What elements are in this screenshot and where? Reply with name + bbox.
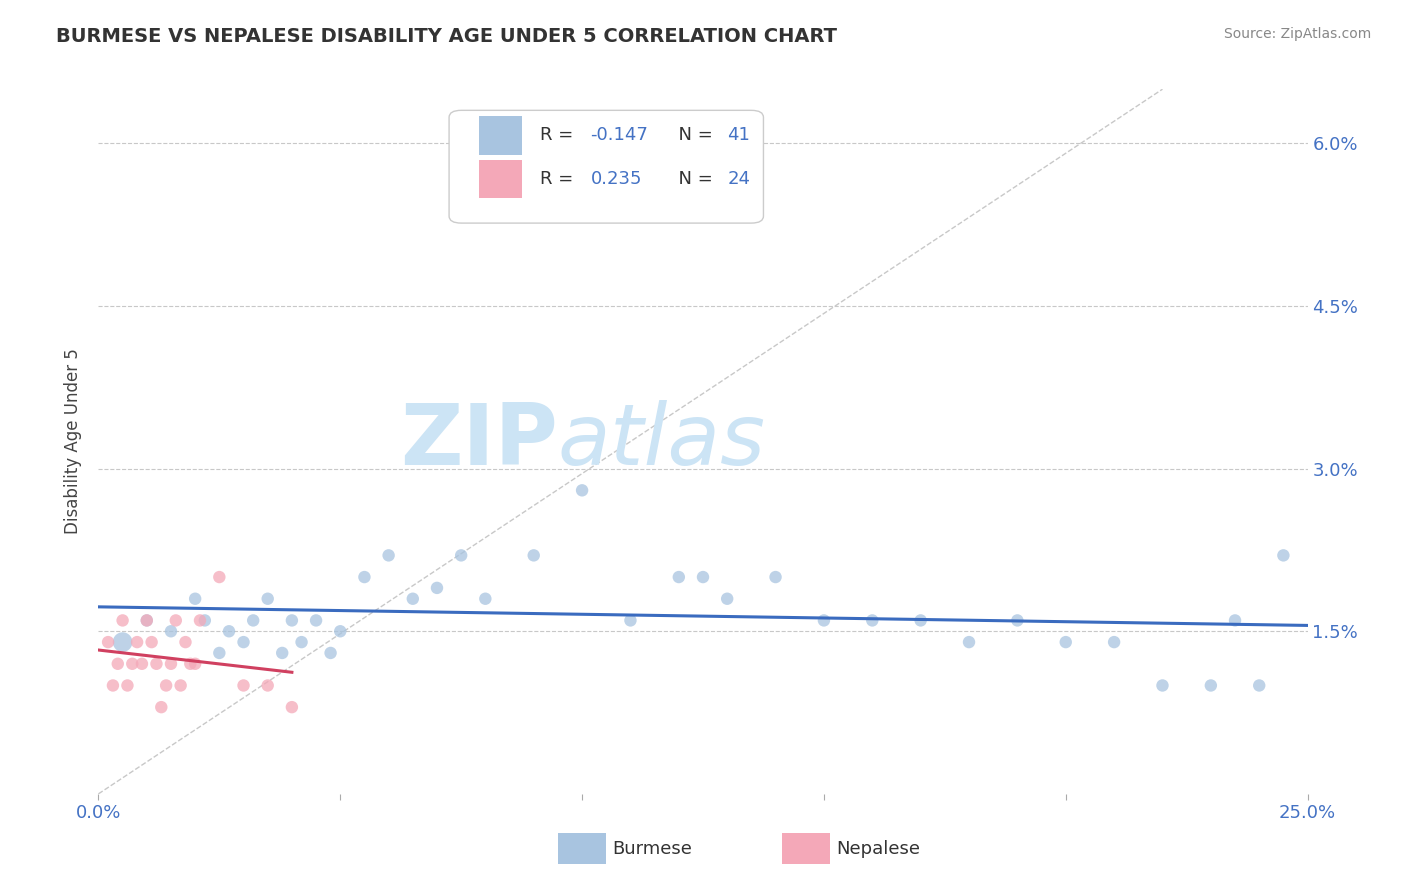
Text: R =: R = bbox=[540, 127, 579, 145]
FancyBboxPatch shape bbox=[479, 116, 522, 155]
Point bbox=[188, 614, 211, 628]
Point bbox=[165, 614, 187, 628]
FancyBboxPatch shape bbox=[449, 111, 763, 223]
Point bbox=[121, 657, 143, 671]
Point bbox=[160, 657, 183, 671]
Point bbox=[184, 591, 207, 606]
Point bbox=[1249, 678, 1271, 692]
Text: 24: 24 bbox=[727, 169, 751, 188]
Text: 0.235: 0.235 bbox=[591, 169, 643, 188]
Point bbox=[353, 570, 375, 584]
Text: Nepalese: Nepalese bbox=[837, 840, 920, 858]
Point bbox=[208, 570, 231, 584]
Point bbox=[179, 657, 201, 671]
Point bbox=[145, 657, 167, 671]
Point bbox=[208, 646, 231, 660]
Point bbox=[571, 483, 593, 498]
Point bbox=[377, 549, 399, 563]
Text: ZIP: ZIP bbox=[401, 400, 558, 483]
Point bbox=[256, 678, 278, 692]
Point bbox=[271, 646, 294, 660]
FancyBboxPatch shape bbox=[479, 160, 522, 198]
Point bbox=[1272, 549, 1295, 563]
Point bbox=[281, 614, 304, 628]
Point bbox=[281, 700, 304, 714]
Point bbox=[256, 591, 278, 606]
Point bbox=[111, 635, 134, 649]
FancyBboxPatch shape bbox=[782, 832, 830, 864]
FancyBboxPatch shape bbox=[558, 832, 606, 864]
Point bbox=[101, 678, 124, 692]
Point bbox=[117, 678, 139, 692]
Point bbox=[329, 624, 352, 639]
Point bbox=[860, 614, 883, 628]
Point bbox=[1199, 678, 1222, 692]
Point bbox=[127, 635, 149, 649]
Point bbox=[131, 657, 153, 671]
Point bbox=[141, 635, 163, 649]
Point bbox=[668, 570, 690, 584]
Point bbox=[150, 700, 173, 714]
Point bbox=[194, 614, 217, 628]
Point bbox=[242, 614, 264, 628]
Point bbox=[218, 624, 240, 639]
Point bbox=[1223, 614, 1246, 628]
Point bbox=[97, 635, 120, 649]
Point bbox=[426, 581, 449, 595]
Text: Source: ZipAtlas.com: Source: ZipAtlas.com bbox=[1223, 27, 1371, 41]
Text: 41: 41 bbox=[727, 127, 749, 145]
Text: atlas: atlas bbox=[558, 400, 766, 483]
Point bbox=[174, 635, 197, 649]
Point bbox=[155, 678, 177, 692]
Point bbox=[107, 657, 129, 671]
Point bbox=[135, 614, 157, 628]
Point bbox=[135, 614, 157, 628]
Point bbox=[232, 635, 254, 649]
Point bbox=[169, 678, 191, 692]
Text: Burmese: Burmese bbox=[613, 840, 692, 858]
Point bbox=[111, 614, 134, 628]
Y-axis label: Disability Age Under 5: Disability Age Under 5 bbox=[65, 349, 83, 534]
Point bbox=[619, 614, 641, 628]
Point bbox=[957, 635, 980, 649]
Text: N =: N = bbox=[666, 169, 718, 188]
Text: N =: N = bbox=[666, 127, 718, 145]
Text: R =: R = bbox=[540, 169, 579, 188]
Point bbox=[232, 678, 254, 692]
Point bbox=[184, 657, 207, 671]
Point bbox=[290, 635, 312, 649]
Point bbox=[319, 646, 342, 660]
Point bbox=[765, 570, 787, 584]
Point bbox=[450, 549, 472, 563]
Text: BURMESE VS NEPALESE DISABILITY AGE UNDER 5 CORRELATION CHART: BURMESE VS NEPALESE DISABILITY AGE UNDER… bbox=[56, 27, 837, 45]
Point bbox=[692, 570, 714, 584]
Text: -0.147: -0.147 bbox=[591, 127, 648, 145]
Point bbox=[813, 614, 835, 628]
Point bbox=[474, 591, 496, 606]
Point bbox=[1054, 635, 1077, 649]
Point bbox=[910, 614, 932, 628]
Point bbox=[716, 591, 738, 606]
Point bbox=[523, 549, 546, 563]
Point bbox=[1102, 635, 1125, 649]
Point bbox=[1152, 678, 1174, 692]
Point bbox=[305, 614, 328, 628]
Point bbox=[1007, 614, 1029, 628]
Point bbox=[160, 624, 183, 639]
Point bbox=[402, 591, 425, 606]
